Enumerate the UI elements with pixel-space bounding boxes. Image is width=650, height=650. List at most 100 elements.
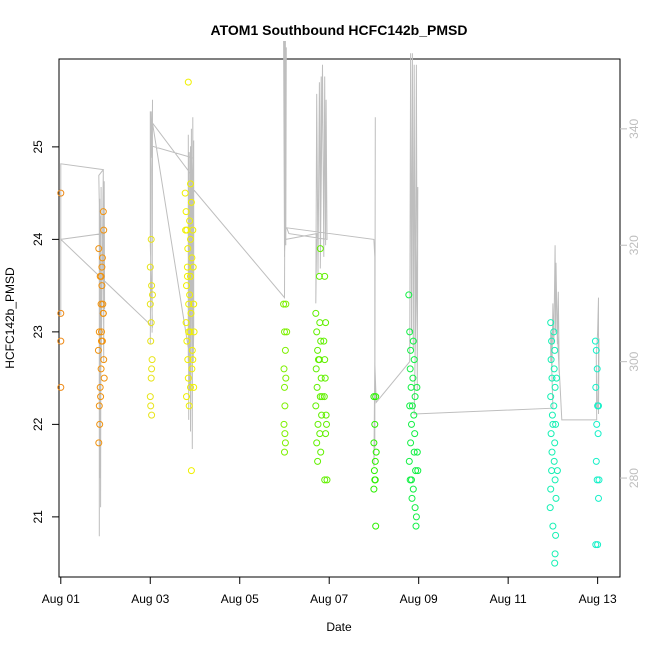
data-point [595, 476, 603, 484]
point-group-0 [57, 189, 65, 391]
secondary-line-layer [59, 41, 600, 537]
data-point [187, 383, 194, 391]
x-tick-label: Aug 11 [490, 592, 527, 606]
y-tick-label: 21 [31, 510, 45, 524]
data-point [551, 550, 559, 558]
data-point [413, 448, 421, 456]
data-point [548, 337, 556, 345]
data-point [188, 365, 196, 373]
data-point [323, 476, 331, 484]
data-point [547, 356, 555, 364]
point-group-3 [181, 78, 198, 475]
y-tick-label: 22 [31, 417, 45, 431]
data-point [189, 356, 197, 364]
data-point [147, 374, 155, 382]
data-point [406, 328, 414, 336]
data-point [592, 383, 600, 391]
y-tick-label: 23 [31, 325, 45, 339]
y-axis-label: HCFC142b_PMSD [3, 267, 17, 369]
y-tick-label: 25 [31, 140, 45, 154]
data-point [95, 328, 103, 336]
data-point [100, 226, 108, 234]
data-point [96, 383, 104, 391]
data-point [185, 300, 193, 308]
y-tick-label: 24 [31, 232, 45, 246]
data-point [317, 448, 325, 456]
data-point [281, 402, 289, 410]
data-point [314, 346, 322, 354]
point-group-9 [591, 337, 603, 549]
data-point [148, 365, 156, 373]
data-point [411, 430, 419, 438]
data-point [552, 531, 560, 539]
data-point [314, 457, 322, 465]
data-point [149, 291, 156, 299]
data-point [281, 383, 288, 391]
data-point [370, 467, 378, 475]
data-point [185, 402, 193, 410]
data-point [281, 448, 288, 456]
data-point [595, 402, 602, 410]
data-point [187, 235, 194, 243]
data-point [148, 356, 156, 364]
data-point [188, 346, 196, 354]
data-point [313, 383, 321, 391]
data-point [592, 346, 600, 354]
data-point [550, 365, 558, 373]
data-point [553, 467, 561, 475]
data-point [97, 365, 105, 373]
data-point [410, 448, 418, 456]
data-point [280, 420, 288, 428]
data-point [147, 235, 155, 243]
data-point [95, 245, 103, 253]
plot-frame [58, 58, 621, 578]
data-point [321, 374, 329, 382]
data-point [147, 337, 155, 345]
data-point [593, 420, 601, 428]
data-point [187, 198, 195, 206]
data-point [552, 494, 560, 502]
data-point [372, 522, 380, 530]
data-point [146, 300, 154, 308]
data-point [409, 337, 417, 345]
x-tick-label: Aug 07 [310, 592, 348, 606]
data-point [551, 346, 559, 354]
y2-tick-label: 340 [627, 119, 641, 139]
data-point [184, 356, 192, 364]
data-point [322, 319, 330, 327]
data-point [187, 272, 194, 280]
data-point [316, 430, 324, 438]
data-point [148, 282, 156, 290]
point-group-6 [370, 393, 380, 530]
data-point [592, 457, 600, 465]
data-point [315, 272, 323, 280]
data-point [406, 365, 414, 373]
x-tick-label: Aug 03 [131, 592, 169, 606]
data-point [186, 217, 194, 225]
data-point [182, 319, 190, 327]
data-point [183, 272, 191, 280]
data-point [98, 337, 105, 345]
data-point [314, 420, 322, 428]
data-point [183, 337, 191, 345]
data-point [187, 180, 194, 188]
data-point [591, 337, 599, 345]
data-point [99, 309, 107, 317]
data-point [57, 189, 65, 197]
point-group-8 [546, 319, 561, 567]
data-point [322, 430, 330, 438]
data-point [550, 402, 558, 410]
data-point [551, 559, 559, 567]
data-point [281, 439, 289, 447]
data-point [188, 254, 196, 262]
data-point [313, 328, 321, 336]
data-point [372, 448, 380, 456]
data-point [551, 439, 559, 447]
data-point [317, 374, 325, 382]
data-point [189, 226, 197, 234]
data-point [98, 263, 106, 271]
data-point [317, 337, 325, 345]
x-tick-label: Aug 13 [579, 592, 617, 606]
